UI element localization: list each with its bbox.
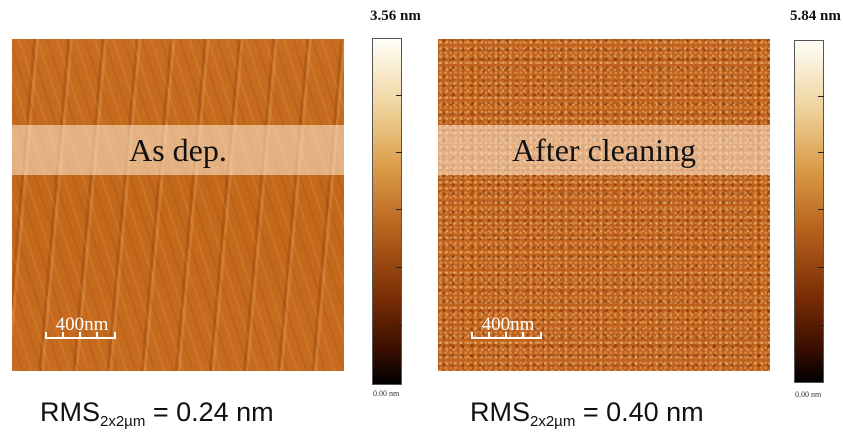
scale-bar-label: 400nm bbox=[481, 314, 535, 335]
scale-bar: 400nm bbox=[42, 315, 122, 349]
rms-label: RMS2x2µm = 0.40 nm bbox=[470, 397, 704, 430]
label-band bbox=[12, 125, 344, 175]
rms-label: RMS2x2µm = 0.24 nm bbox=[40, 397, 274, 430]
scale-bar-line bbox=[471, 332, 542, 339]
height-colorbar bbox=[794, 40, 824, 383]
panel-label: After cleaning bbox=[512, 132, 696, 168]
panel-label: As dep. bbox=[129, 132, 227, 168]
height-colorbar bbox=[372, 38, 402, 385]
colorbar-min-label: 0.00 nm bbox=[373, 389, 400, 398]
colorbar-min-label: 0.00 nm bbox=[795, 390, 822, 399]
afm-image-after-cleaning: After cleaning 400nm bbox=[438, 39, 770, 371]
colorbar-max-label: 5.84 nm bbox=[790, 8, 841, 24]
afm-image-as-deposited: As dep. 400nm bbox=[12, 39, 344, 371]
scale-bar: 400nm bbox=[468, 315, 548, 349]
label-band bbox=[438, 125, 770, 175]
colorbar-max-label: 3.56 nm bbox=[370, 8, 421, 24]
scale-bar-line bbox=[45, 332, 116, 339]
scale-bar-label: 400nm bbox=[55, 314, 109, 335]
